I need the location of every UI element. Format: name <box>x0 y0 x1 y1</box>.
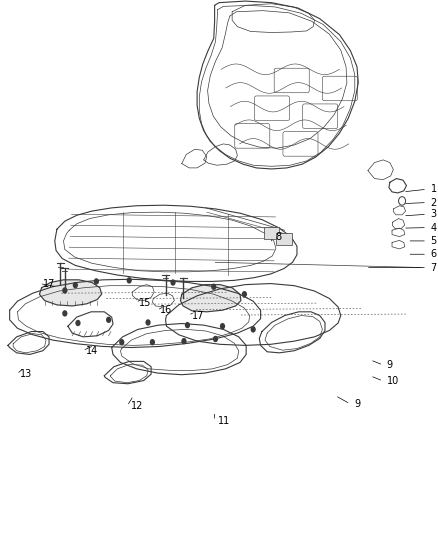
Text: 10: 10 <box>387 376 399 386</box>
Circle shape <box>94 278 99 285</box>
Text: 1: 1 <box>431 184 437 194</box>
Text: 11: 11 <box>218 416 230 426</box>
Circle shape <box>251 326 256 333</box>
Text: 14: 14 <box>86 346 98 356</box>
Text: 4: 4 <box>431 223 437 232</box>
Circle shape <box>181 338 187 344</box>
Circle shape <box>185 322 190 328</box>
Text: 9: 9 <box>354 399 360 409</box>
Text: 8: 8 <box>275 232 281 242</box>
Circle shape <box>127 277 132 284</box>
Text: 15: 15 <box>139 298 152 308</box>
Text: 17: 17 <box>192 311 204 320</box>
Circle shape <box>106 317 111 323</box>
Text: 2: 2 <box>431 198 437 207</box>
Text: 6: 6 <box>431 249 437 259</box>
Text: 5: 5 <box>431 236 437 246</box>
Text: 16: 16 <box>160 305 173 315</box>
Text: 13: 13 <box>20 369 32 379</box>
Circle shape <box>73 282 78 288</box>
Text: 9: 9 <box>387 360 393 370</box>
Circle shape <box>242 291 247 297</box>
Text: 3: 3 <box>431 209 437 219</box>
Bar <box>276 233 292 245</box>
Polygon shape <box>180 285 241 312</box>
Circle shape <box>75 320 81 326</box>
Circle shape <box>220 323 225 329</box>
Text: 7: 7 <box>431 263 437 272</box>
Text: 12: 12 <box>131 401 143 411</box>
Circle shape <box>145 319 151 326</box>
Circle shape <box>62 310 67 317</box>
Circle shape <box>211 284 216 290</box>
Circle shape <box>119 339 124 345</box>
Circle shape <box>170 279 176 286</box>
Polygon shape <box>39 280 102 306</box>
Circle shape <box>213 336 218 342</box>
Circle shape <box>150 339 155 345</box>
Bar <box>264 227 279 239</box>
Text: 17: 17 <box>43 279 55 288</box>
Circle shape <box>62 287 67 294</box>
